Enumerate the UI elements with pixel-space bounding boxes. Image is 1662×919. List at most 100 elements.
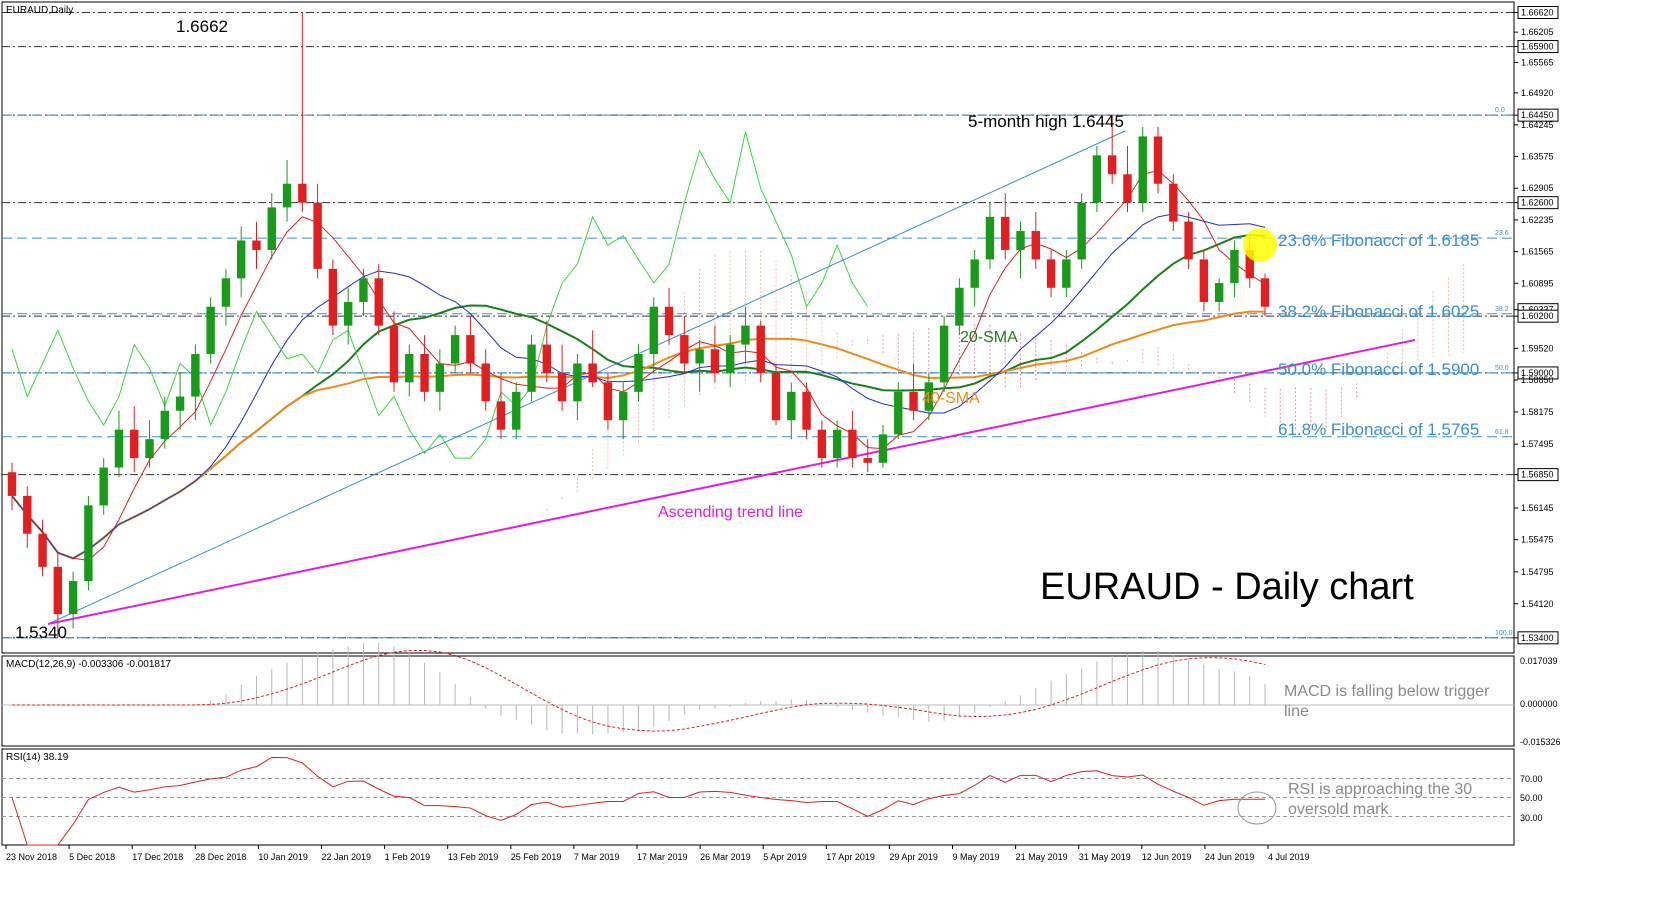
annotation-40sma: 40-SMA: [922, 390, 980, 407]
x-tick-label-9: 7 Mar 2019: [574, 852, 620, 862]
x-tick-label-10: 17 Mar 2019: [637, 852, 688, 862]
y-tick-label-25: 1.54120: [1521, 599, 1554, 609]
candle-body-75: [1153, 136, 1163, 184]
candle-body-43: [664, 306, 674, 336]
candle-body-11: [175, 396, 185, 411]
x-tick-label-6: 1 Feb 2019: [385, 852, 431, 862]
candle-body-29: [450, 335, 460, 364]
candle-body-72: [1107, 155, 1117, 175]
candle-body-59: [909, 391, 918, 411]
symbol-title: EURAUD,Daily: [6, 5, 73, 16]
y-tick-box-17: [1517, 366, 1559, 380]
candle-body-81: [1245, 249, 1254, 279]
candle-body-26: [405, 354, 414, 383]
candle-body-41: [634, 354, 643, 392]
candle-body-47: [725, 344, 735, 373]
candle-body-66: [1016, 231, 1025, 250]
macd-tick-zero: 0.000000: [1520, 699, 1558, 709]
fib-label-618: 61.8% Fibonacci of 1.5765: [1278, 420, 1479, 439]
candle-body-53: [817, 429, 827, 459]
y-tick-label-5: 1.64920: [1521, 88, 1554, 98]
candle-body-7: [114, 429, 124, 468]
macd-panel: [1, 655, 1515, 747]
x-tick-label-0: 23 Nov 2018: [6, 852, 57, 862]
y-tick-box-15: [1517, 309, 1559, 323]
y-tick-label-4: 1.65565: [1521, 57, 1554, 67]
candle-body-28: [435, 363, 445, 392]
candle-body-80: [1230, 249, 1239, 284]
candle-body-17: [267, 207, 276, 250]
y-tick-label-13: 1.60895: [1521, 278, 1554, 288]
macd-note: MACD is falling below trigger line: [1284, 683, 1490, 720]
rsi-tick-70: 70.00: [1520, 774, 1543, 784]
x-tick-label-11: 26 Mar 2019: [700, 852, 751, 862]
y-tick-label-21: 1.56850: [1521, 470, 1554, 480]
candle-body-3: [53, 566, 63, 615]
y-tick-label-19: 1.58175: [1521, 407, 1554, 417]
fib-ratio-4: 61.8: [1495, 429, 1509, 436]
annotation-20sma: 20-SMA: [960, 329, 1018, 346]
candle-body-63: [970, 259, 979, 288]
y-tick-box-1: [1517, 6, 1559, 20]
candle-body-30: [466, 335, 475, 364]
candle-body-23: [359, 278, 368, 302]
x-tick-label-8: 25 Feb 2019: [511, 852, 562, 862]
candle-body-0: [7, 472, 17, 496]
candle-body-6: [99, 467, 108, 506]
y-tick-label-8: 1.63575: [1521, 152, 1554, 162]
fib-ratio-2: 38.2: [1495, 306, 1509, 313]
macd-tick-top: 0.017039: [1520, 656, 1558, 666]
candle-body-21: [328, 268, 338, 326]
y-tick-label-12: 1.61565: [1521, 247, 1554, 257]
candle-body-51: [787, 391, 796, 421]
candle-body-15: [237, 240, 246, 279]
candle-body-48: [741, 325, 750, 345]
chikou-line: [11, 131, 869, 459]
candle-body-12: [191, 354, 200, 397]
x-tick-label-4: 10 Jan 2019: [258, 852, 308, 862]
candle-body-74: [1138, 136, 1147, 203]
candle-body-69: [1062, 259, 1071, 288]
x-axis: 23 Nov 2018 5 Dec 2018 17 Dec 2018 28 Dec 2…: [5, 845, 1310, 862]
candle-body-54: [832, 429, 842, 459]
candle-body-39: [603, 382, 613, 421]
candle-body-44: [680, 335, 689, 364]
y-tick-label-10: 1.62600: [1521, 198, 1554, 208]
y-tick-label-16: 1.59520: [1521, 343, 1554, 353]
annotation-low: 1.5340: [15, 623, 67, 642]
candle-body-13: [206, 306, 215, 355]
y-tick-label-26: 1.53400: [1521, 633, 1554, 643]
candle-body-38: [588, 363, 597, 383]
x-tick-label-18: 12 Jun 2019: [1142, 852, 1192, 862]
candle-body-19: [298, 183, 307, 203]
candle-body-68: [1046, 259, 1056, 288]
candle-body-24: [374, 278, 383, 326]
candle-body-77: [1184, 221, 1193, 260]
candle-body-61: [939, 325, 949, 383]
y-tick-label-24: 1.54795: [1521, 567, 1554, 577]
candle-body-49: [756, 325, 765, 373]
candle-body-52: [802, 391, 811, 430]
y-tick-box-3: [1517, 40, 1559, 54]
candle-body-20: [313, 202, 322, 269]
candle-body-79: [1214, 283, 1224, 302]
annotation-5month-high: 5-month high 1.6445: [968, 112, 1124, 131]
candle-body-76: [1169, 183, 1178, 222]
annotation-trend-line: Ascending trend line: [658, 504, 803, 521]
y-tick-label-11: 1.62235: [1521, 215, 1554, 225]
rsi-title: RSI(14) 38.19: [6, 752, 69, 763]
rsi-tick-30: 30.00: [1520, 813, 1543, 823]
fib-ratio-5: 100.0: [1495, 630, 1513, 637]
candle-body-70: [1077, 202, 1086, 260]
candle-body-73: [1123, 174, 1132, 203]
y-tick-label-9: 1.62905: [1521, 183, 1554, 193]
candle-body-31: [481, 363, 490, 402]
rsi-tick-50: 50.00: [1520, 793, 1543, 803]
y-tick-label-1: 1.66620: [1521, 8, 1554, 18]
candle-body-62: [955, 287, 964, 326]
y-tick-label-7: 1.64245: [1521, 120, 1554, 130]
y-tick-label-23: 1.55475: [1521, 535, 1554, 545]
x-tick-label-20: 4 Jul 2019: [1268, 852, 1310, 862]
macd-tick-bottom: -0.015326: [1520, 737, 1561, 747]
candle-body-8: [130, 429, 139, 459]
